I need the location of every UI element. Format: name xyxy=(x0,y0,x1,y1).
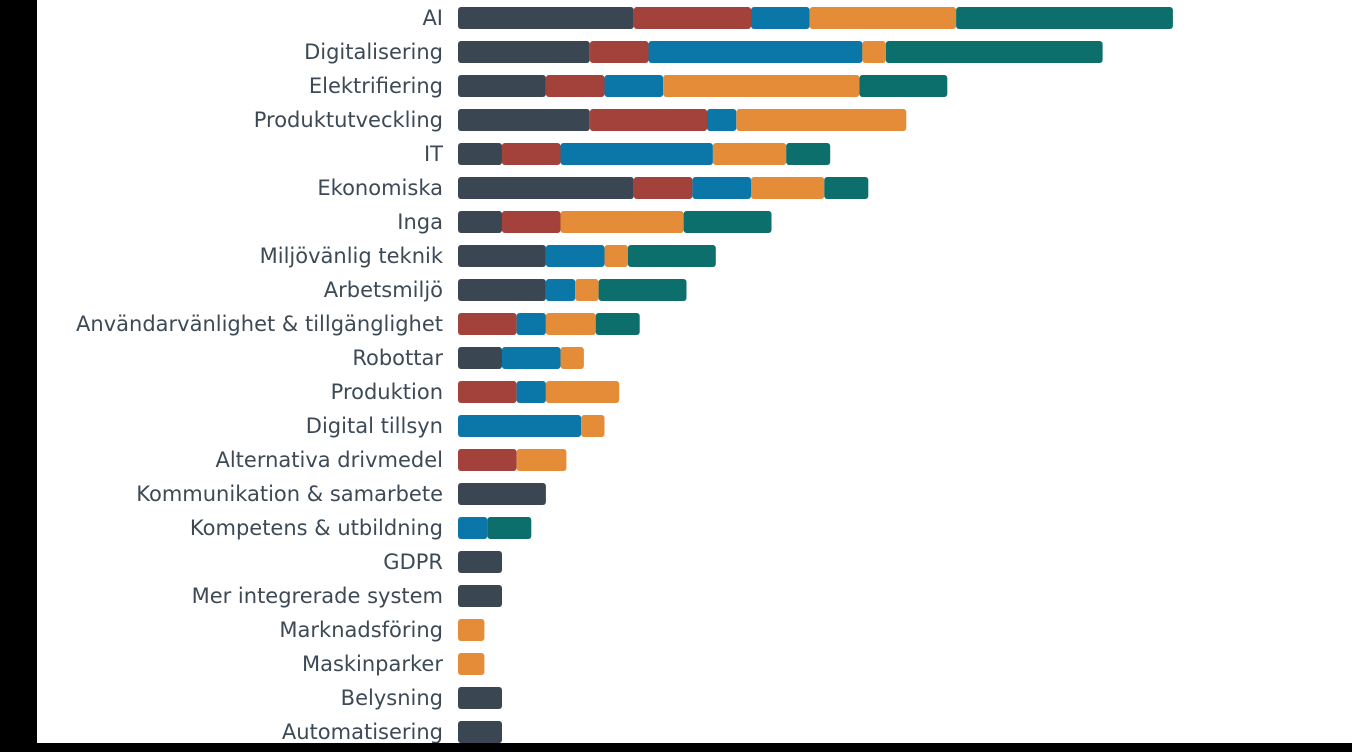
bar-segment-series-1 xyxy=(458,109,590,131)
bar-segment-series-3 xyxy=(560,143,713,165)
bar-segment-series-2 xyxy=(501,211,561,233)
bar-segment-series-4 xyxy=(560,211,684,233)
bar-segment-series-5 xyxy=(786,143,831,165)
bar-segment-series-5 xyxy=(859,75,948,97)
category-label: Användarvänlighet & tillgänglighet xyxy=(76,312,443,336)
bar-segment-series-4 xyxy=(458,653,485,675)
category-label: Elektrifiering xyxy=(309,74,443,98)
category-label: IT xyxy=(424,142,443,166)
bar-segment-series-3 xyxy=(545,279,576,301)
bar-segment-series-4 xyxy=(575,279,599,301)
bar-segment-series-2 xyxy=(589,41,649,63)
category-label: Kompetens & utbildning xyxy=(190,516,443,540)
bar-segment-series-5 xyxy=(598,279,687,301)
bar-segment-series-4 xyxy=(809,7,957,29)
bar-segment-series-1 xyxy=(458,211,502,233)
bar-segment-series-4 xyxy=(663,75,860,97)
category-label: Ekonomiska xyxy=(317,176,443,200)
category-label: Produktion xyxy=(331,380,443,404)
category-label: Belysning xyxy=(341,686,443,710)
category-label: Digitalisering xyxy=(304,40,443,64)
bar-segment-series-2 xyxy=(589,109,708,131)
bar-segment-series-4 xyxy=(560,347,584,369)
bar-segment-series-1 xyxy=(458,75,546,97)
bar-segment-series-4 xyxy=(516,449,567,471)
category-label: Robottar xyxy=(352,346,443,370)
category-label: Marknadsföring xyxy=(279,618,443,642)
bar-segment-series-3 xyxy=(516,381,546,403)
bar-segment-series-1 xyxy=(458,585,502,607)
bar-segment-series-1 xyxy=(458,143,502,165)
bar-segment-series-5 xyxy=(487,517,532,539)
category-label: Produktutveckling xyxy=(254,108,443,132)
category-label: Maskinparker xyxy=(302,652,443,676)
category-label: Arbetsmiljö xyxy=(324,278,443,302)
bar-segment-series-1 xyxy=(458,551,502,573)
chart-panel: AI Digitalisering Elektrifiering Produktutv… xyxy=(37,0,1352,743)
bar-segment-series-5 xyxy=(824,177,869,199)
bar-segment-series-1 xyxy=(458,177,634,199)
bar-segment-series-1 xyxy=(458,347,502,369)
bar-segment-series-3 xyxy=(707,109,737,131)
bar-segment-series-4 xyxy=(751,177,825,199)
stacked-bar-chart: AI Digitalisering Elektrifiering Produktutv… xyxy=(76,6,1173,743)
category-label: Kommunikation & samarbete xyxy=(136,482,443,506)
bar-segment-series-5 xyxy=(885,41,1103,63)
bar-segment-series-2 xyxy=(545,75,605,97)
bar-segment-series-3 xyxy=(648,41,863,63)
bar-segment-series-3 xyxy=(458,517,488,539)
category-label: Miljövänlig teknik xyxy=(260,244,444,268)
bar-segment-series-4 xyxy=(736,109,907,131)
category-label: Alternativa drivmedel xyxy=(215,448,443,472)
bars-group xyxy=(458,7,1173,743)
bar-segment-series-5 xyxy=(595,313,640,335)
category-label: GDPR xyxy=(383,550,443,574)
category-label: Mer integrerade system xyxy=(192,584,443,608)
bar-segment-series-1 xyxy=(458,41,590,63)
bar-segment-series-5 xyxy=(683,211,772,233)
bar-segment-series-2 xyxy=(458,449,517,471)
bar-segment-series-3 xyxy=(604,75,664,97)
bar-segment-series-1 xyxy=(458,245,546,267)
category-label: Inga xyxy=(397,210,443,234)
bar-segment-series-5 xyxy=(627,245,716,267)
bar-segment-series-2 xyxy=(633,177,693,199)
bar-segment-series-3 xyxy=(751,7,810,29)
bar-segment-series-3 xyxy=(501,347,561,369)
category-label: Automatisering xyxy=(282,720,443,743)
bar-segment-series-2 xyxy=(633,7,751,29)
category-label: Digital tillsyn xyxy=(306,414,443,438)
bar-segment-series-1 xyxy=(458,721,502,743)
category-label: AI xyxy=(422,6,443,30)
bar-segment-series-3 xyxy=(692,177,751,199)
bar-segment-series-1 xyxy=(458,279,546,301)
bar-segment-series-3 xyxy=(545,245,605,267)
bar-segment-series-2 xyxy=(458,381,517,403)
bar-segment-series-4 xyxy=(712,143,787,165)
bar-segment-series-1 xyxy=(458,687,502,709)
bar-segment-series-4 xyxy=(545,313,596,335)
bar-segment-series-2 xyxy=(501,143,561,165)
bar-segment-series-4 xyxy=(581,415,605,437)
bar-segment-series-4 xyxy=(604,245,628,267)
bar-segment-series-3 xyxy=(516,313,546,335)
bar-segment-series-1 xyxy=(458,7,634,29)
bar-segment-series-3 xyxy=(458,415,582,437)
category-labels-group: AI Digitalisering Elektrifiering Produktutv… xyxy=(76,6,444,743)
bar-segment-series-4 xyxy=(458,619,485,641)
bar-segment-series-5 xyxy=(956,7,1173,29)
bar-segment-series-4 xyxy=(545,381,620,403)
bar-segment-series-1 xyxy=(458,483,546,505)
bar-segment-series-4 xyxy=(862,41,886,63)
bar-segment-series-2 xyxy=(458,313,517,335)
